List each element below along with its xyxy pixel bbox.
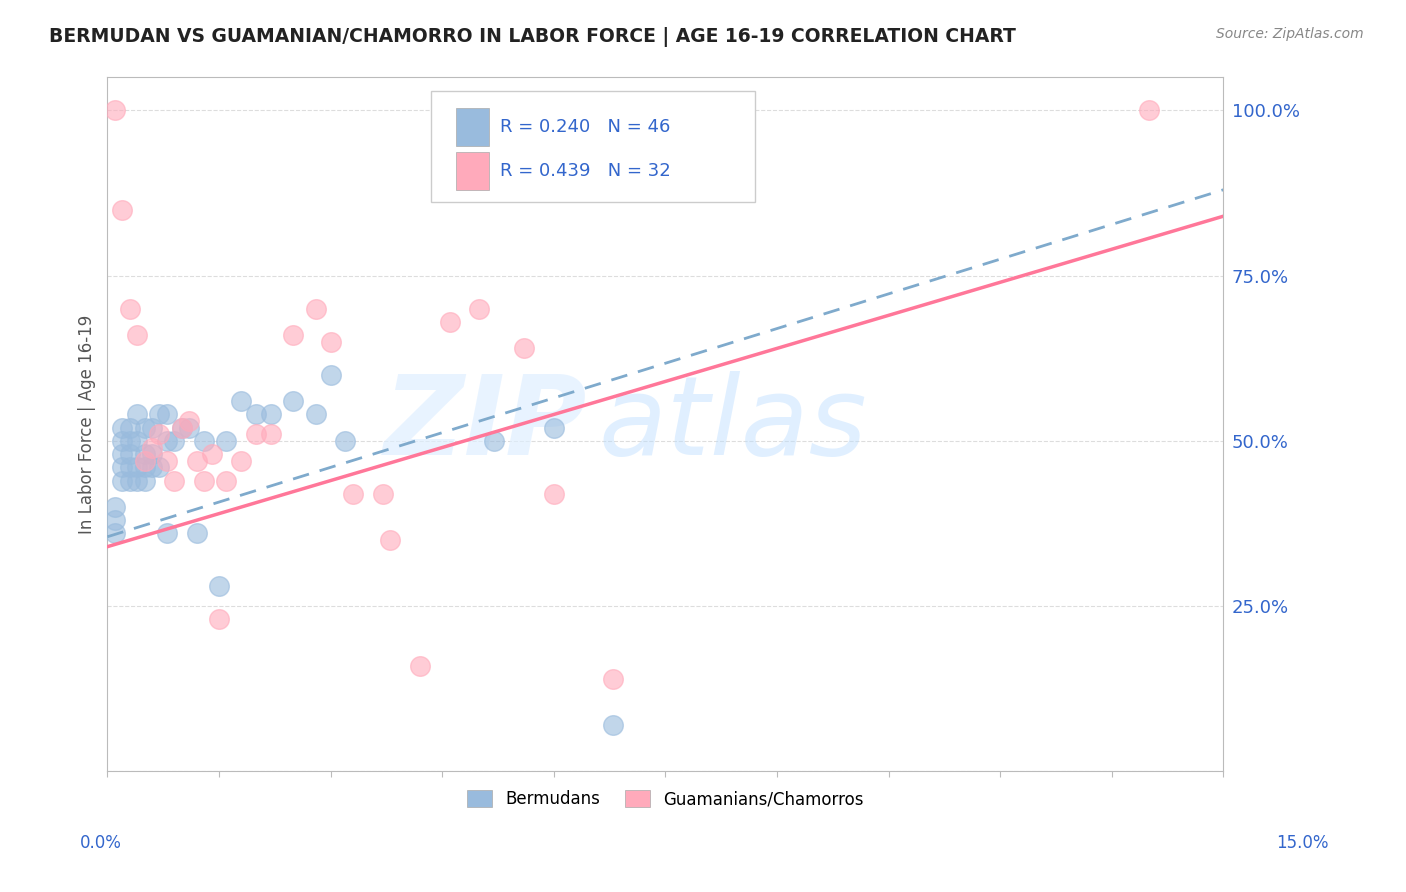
Point — [371, 487, 394, 501]
Point — [245, 427, 267, 442]
Text: Source: ZipAtlas.com: Source: ZipAtlas.com — [1216, 27, 1364, 41]
Point — [118, 434, 141, 448]
Point — [118, 301, 141, 316]
Point — [1137, 103, 1160, 118]
Text: ZIP: ZIP — [384, 371, 588, 478]
Point — [468, 301, 491, 316]
Point — [439, 315, 461, 329]
Point — [602, 718, 624, 732]
Text: R = 0.240   N = 46: R = 0.240 N = 46 — [501, 119, 671, 136]
Point — [231, 394, 253, 409]
Point — [335, 434, 357, 448]
Point — [127, 474, 149, 488]
Point — [163, 434, 186, 448]
Point — [156, 408, 179, 422]
Point — [200, 447, 222, 461]
Point — [305, 408, 328, 422]
Text: 0.0%: 0.0% — [80, 834, 122, 852]
Point — [104, 526, 127, 541]
Point — [127, 460, 149, 475]
Point — [148, 460, 170, 475]
Point — [231, 454, 253, 468]
Point — [127, 408, 149, 422]
Point — [134, 460, 156, 475]
Point — [118, 474, 141, 488]
Point — [156, 434, 179, 448]
Point — [543, 487, 565, 501]
Point — [215, 434, 238, 448]
Point — [378, 533, 401, 547]
Point — [283, 394, 305, 409]
Point — [260, 408, 283, 422]
Point — [283, 328, 305, 343]
FancyBboxPatch shape — [456, 108, 489, 146]
Point — [148, 408, 170, 422]
Text: R = 0.439   N = 32: R = 0.439 N = 32 — [501, 162, 671, 180]
FancyBboxPatch shape — [456, 152, 489, 190]
Point — [148, 427, 170, 442]
Point — [245, 408, 267, 422]
Point — [118, 421, 141, 435]
Point — [111, 434, 134, 448]
Point — [127, 328, 149, 343]
Point — [215, 474, 238, 488]
Point — [208, 612, 231, 626]
Point — [156, 454, 179, 468]
Point — [141, 460, 163, 475]
Point — [260, 427, 283, 442]
Point — [193, 434, 215, 448]
Point — [170, 421, 193, 435]
Point — [208, 579, 231, 593]
Point — [156, 526, 179, 541]
Text: atlas: atlas — [599, 371, 868, 478]
Point — [484, 434, 506, 448]
Legend: Bermudans, Guamanians/Chamorros: Bermudans, Guamanians/Chamorros — [460, 783, 870, 815]
Point — [118, 460, 141, 475]
Point — [111, 447, 134, 461]
Point — [134, 421, 156, 435]
Point — [118, 447, 141, 461]
Point — [319, 334, 342, 349]
Point — [409, 658, 432, 673]
Point — [319, 368, 342, 382]
Point — [179, 414, 201, 428]
Point — [179, 421, 201, 435]
Point — [186, 454, 208, 468]
Point — [127, 434, 149, 448]
Point — [104, 500, 127, 514]
Point — [111, 202, 134, 217]
Point — [342, 487, 364, 501]
Point — [186, 526, 208, 541]
FancyBboxPatch shape — [432, 91, 755, 202]
Point — [163, 474, 186, 488]
Point — [141, 447, 163, 461]
Point — [141, 421, 163, 435]
Point — [141, 441, 163, 455]
Text: 15.0%: 15.0% — [1277, 834, 1329, 852]
Point — [305, 301, 328, 316]
Point — [134, 447, 156, 461]
Point — [602, 672, 624, 686]
Point — [111, 421, 134, 435]
Point — [170, 421, 193, 435]
Point — [513, 342, 536, 356]
Point — [193, 474, 215, 488]
Point — [104, 513, 127, 527]
Point — [134, 474, 156, 488]
Point — [111, 474, 134, 488]
Y-axis label: In Labor Force | Age 16-19: In Labor Force | Age 16-19 — [79, 315, 96, 534]
Point — [134, 454, 156, 468]
Point — [104, 103, 127, 118]
Point — [111, 460, 134, 475]
Text: BERMUDAN VS GUAMANIAN/CHAMORRO IN LABOR FORCE | AGE 16-19 CORRELATION CHART: BERMUDAN VS GUAMANIAN/CHAMORRO IN LABOR … — [49, 27, 1017, 46]
Point — [543, 421, 565, 435]
